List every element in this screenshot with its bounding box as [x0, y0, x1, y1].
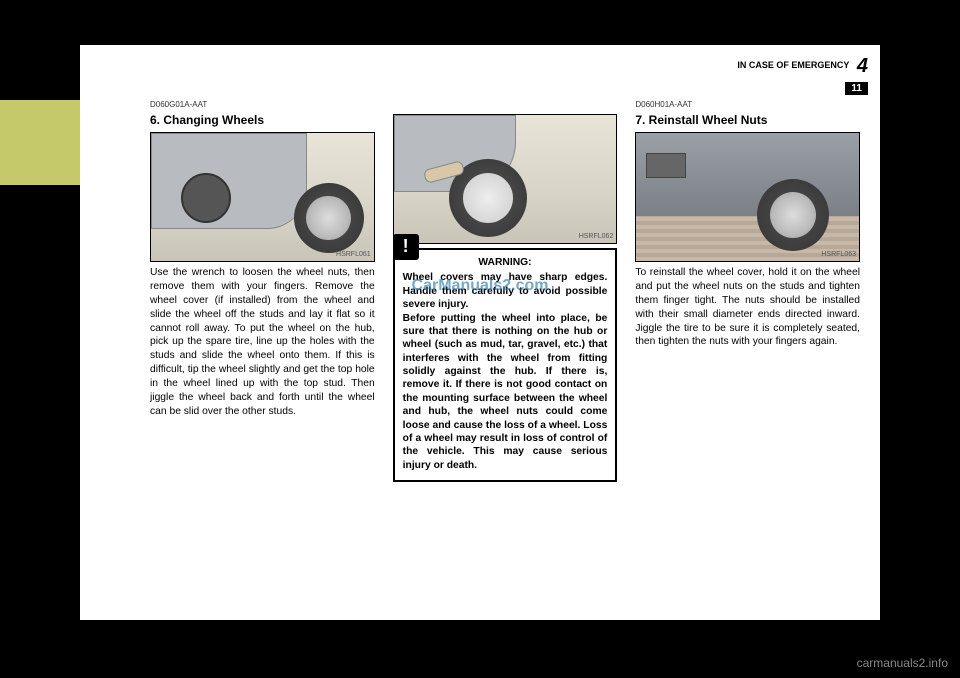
- warning-title: WARNING:: [403, 256, 608, 269]
- chapter-line: IN CASE OF EMERGENCY 4: [737, 55, 868, 78]
- figure-label: HSRFL062: [579, 232, 614, 241]
- section-title: 7. Reinstall Wheel Nuts: [635, 112, 860, 128]
- column-3: D060H01A-AAT 7. Reinstall Wheel Nuts HSR…: [635, 100, 860, 610]
- section-body: To reinstall the wheel cover, hold it on…: [635, 266, 860, 349]
- page-header: IN CASE OF EMERGENCY 4 11: [737, 55, 868, 96]
- figure-label: HSRFL061: [336, 250, 371, 259]
- footer-source: carmanuals2.info: [857, 656, 948, 670]
- warning-box: ! WARNING: Wheel covers may have sharp e…: [393, 248, 618, 482]
- left-color-tab: [0, 100, 80, 185]
- section-code: D060H01A-AAT: [635, 100, 860, 111]
- chapter-label: IN CASE OF EMERGENCY: [737, 60, 849, 70]
- warning-body: Wheel covers may have sharp edges. Handl…: [403, 271, 608, 472]
- section-body: Use the wrench to loosen the wheel nuts,…: [150, 266, 375, 419]
- figure-wheel-cover: HSRFL062: [393, 114, 618, 244]
- figure-reinstall-nuts: HSRFL063: [635, 132, 860, 262]
- chapter-number: 4: [857, 55, 868, 78]
- section-title: 6. Changing Wheels: [150, 112, 375, 128]
- content-columns: D060G01A-AAT 6. Changing Wheels HSRFL061…: [150, 100, 860, 610]
- figure-changing-wheels: HSRFL061: [150, 132, 375, 262]
- page-number: 11: [845, 82, 868, 95]
- column-2: HSRFL062 ! WARNING: Wheel covers may hav…: [393, 100, 618, 610]
- figure-label: HSRFL063: [821, 250, 856, 259]
- column-1: D060G01A-AAT 6. Changing Wheels HSRFL061…: [150, 100, 375, 610]
- warning-icon: !: [393, 234, 419, 260]
- section-code: D060G01A-AAT: [150, 100, 375, 111]
- manual-page: IN CASE OF EMERGENCY 4 11 CarManuals2.co…: [80, 45, 880, 620]
